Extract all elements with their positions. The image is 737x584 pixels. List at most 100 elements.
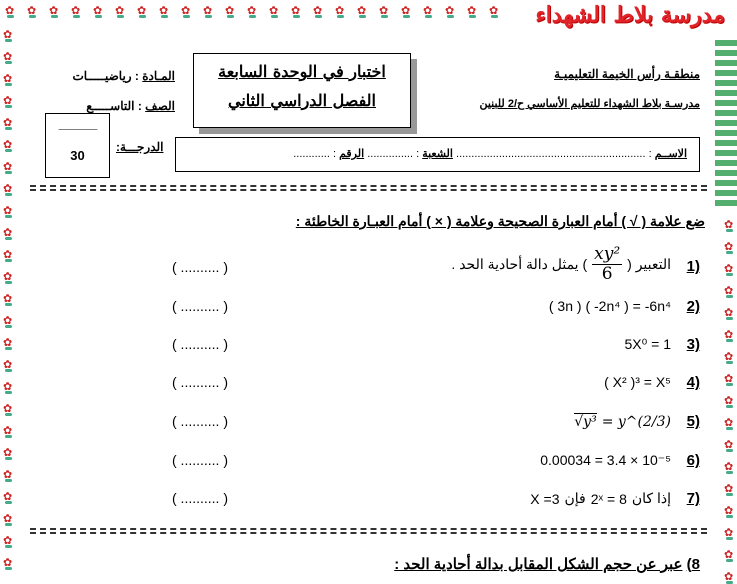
flower-icon: ✿ (3, 227, 13, 240)
flower-icon: ✿ (724, 461, 734, 474)
flower-icon: ✿ (313, 5, 323, 18)
flower-icon: ✿ (3, 293, 13, 306)
flower-icon: ✿ (724, 395, 734, 408)
flower-icon: ✿ (3, 447, 13, 460)
divider (30, 185, 707, 191)
flower-icon: ✿ (724, 351, 734, 364)
question-1: 1) التعبير ( xy² 6 ) يمثل دالة أحادية الح… (172, 244, 700, 284)
flower-icon: ✿ (724, 285, 734, 298)
flower-icon: ✿ (291, 5, 301, 18)
answer-blank[interactable]: ( .......... ) (172, 336, 228, 352)
flower-icon: ✿ (3, 403, 13, 416)
flower-icon: ✿ (724, 263, 734, 276)
flower-icon: ✿ (3, 557, 13, 570)
section-field[interactable]: ............... (367, 148, 414, 160)
flower-icon: ✿ (3, 491, 13, 504)
flower-icon: ✿ (3, 337, 13, 350)
question-2: 2)( 3n ) ( -2n⁴ ) = -6n⁴( .......... ) (172, 298, 700, 315)
flower-icon: ✿ (247, 5, 257, 18)
flower-icon: ✿ (3, 183, 13, 196)
title-box: اختبار في الوحدة السابعة الفصل الدراسي ا… (193, 53, 411, 128)
flower-icon: ✿ (269, 5, 279, 18)
flower-icon: ✿ (423, 5, 433, 18)
exam-title: اختبار في الوحدة السابعة (218, 62, 386, 81)
flower-icon: ✿ (724, 527, 734, 540)
grade-class: الصف : التاســـــع (86, 99, 175, 113)
score-box: ______ 30 (45, 113, 110, 178)
flower-icon: ✿ (3, 513, 13, 526)
question-6: 6) 0.00034 = 3.4 × 10⁻⁵( .......... ) (172, 452, 700, 469)
flower-icon: ✿ (3, 161, 13, 174)
flower-icon: ✿ (724, 439, 734, 452)
flower-icon: ✿ (724, 373, 734, 386)
flower-icon: ✿ (3, 249, 13, 262)
flower-icon: ✿ (3, 469, 13, 482)
fraction: xy² 6 (592, 244, 623, 284)
flower-icon: ✿ (357, 5, 367, 18)
answer-blank[interactable]: ( .......... ) (172, 298, 228, 314)
flower-icon: ✿ (401, 5, 411, 18)
flower-icon: ✿ (724, 307, 734, 320)
flower-icon: ✿ (5, 5, 15, 18)
score-label: الدرجـــة: (116, 140, 164, 154)
flower-icon: ✿ (379, 5, 389, 18)
number-field[interactable]: ............ (293, 148, 330, 160)
question-5: 5) √y³ = y^(2/3) ( .......... ) (172, 413, 700, 430)
flower-icon: ✿ (27, 5, 37, 18)
flower-icon: ✿ (49, 5, 59, 18)
flower-icon: ✿ (93, 5, 103, 18)
answer-blank[interactable]: ( .......... ) (172, 452, 228, 468)
flower-icon: ✿ (724, 505, 734, 518)
flower-icon: ✿ (3, 359, 13, 372)
flower-icon: ✿ (3, 95, 13, 108)
question-7: 7) X =3 فإن 2ˣ = 8 إذا كان ( .......... ) (172, 490, 700, 507)
flower-icon: ✿ (3, 271, 13, 284)
instruction: ضع علامة ( √ ) أمام العبارة الصحيحة وعلا… (295, 213, 705, 229)
flower-icon: ✿ (724, 571, 734, 584)
flower-icon: ✿ (225, 5, 235, 18)
score-total: 30 (70, 148, 85, 163)
flower-icon: ✿ (724, 483, 734, 496)
flower-icon: ✿ (137, 5, 147, 18)
flower-icon: ✿ (71, 5, 81, 18)
flower-icon: ✿ (3, 51, 13, 64)
side-calligraphy (715, 40, 737, 210)
flower-icon: ✿ (3, 205, 13, 218)
flower-icon: ✿ (724, 219, 734, 232)
flower-icon: ✿ (3, 117, 13, 130)
education-zone: منطقـة رأس الخيمة التعليميـة (554, 67, 700, 81)
flower-icon: ✿ (3, 29, 13, 42)
semester-title: الفصل الدراسي الثاني (228, 91, 376, 110)
flower-icon: ✿ (724, 549, 734, 562)
answer-blank[interactable]: ( .......... ) (172, 374, 228, 390)
flower-icon: ✿ (335, 5, 345, 18)
question-8: 8) عبر عن حجم الشكل المقابل بدالة أحادية… (394, 556, 700, 573)
flower-icon: ✿ (467, 5, 477, 18)
question-4: 4)( X² )³ = X⁵( .......... ) (172, 374, 700, 391)
flower-icon: ✿ (203, 5, 213, 18)
school-name: مدرسـة بلاط الشهداء للتعليم الأساسي ح/2 … (479, 98, 700, 110)
flower-icon: ✿ (3, 425, 13, 438)
flower-icon: ✿ (3, 381, 13, 394)
name-field[interactable]: ........................................… (456, 148, 646, 160)
flower-icon: ✿ (489, 5, 499, 18)
flower-icon: ✿ (115, 5, 125, 18)
flower-icon: ✿ (3, 315, 13, 328)
subject: المـادة : رياضيـــــات (72, 69, 175, 83)
divider (30, 528, 707, 534)
flower-icon: ✿ (3, 73, 13, 86)
school-logo: مدرسة بلاط الشهداء (535, 2, 725, 28)
flower-icon: ✿ (724, 241, 734, 254)
flower-icon: ✿ (3, 139, 13, 152)
answer-blank[interactable]: ( .......... ) (172, 490, 228, 506)
answer-blank[interactable]: ( .......... ) (172, 259, 228, 275)
answer-blank[interactable]: ( .......... ) (172, 413, 228, 429)
flower-icon: ✿ (724, 329, 734, 342)
flower-icon: ✿ (724, 417, 734, 430)
flower-icon: ✿ (181, 5, 191, 18)
flower-icon: ✿ (159, 5, 169, 18)
flower-icon: ✿ (445, 5, 455, 18)
score-blank[interactable]: ______ (58, 116, 97, 131)
flower-icon: ✿ (3, 535, 13, 548)
question-3: 3) 5X⁰ = 1( .......... ) (172, 336, 700, 353)
